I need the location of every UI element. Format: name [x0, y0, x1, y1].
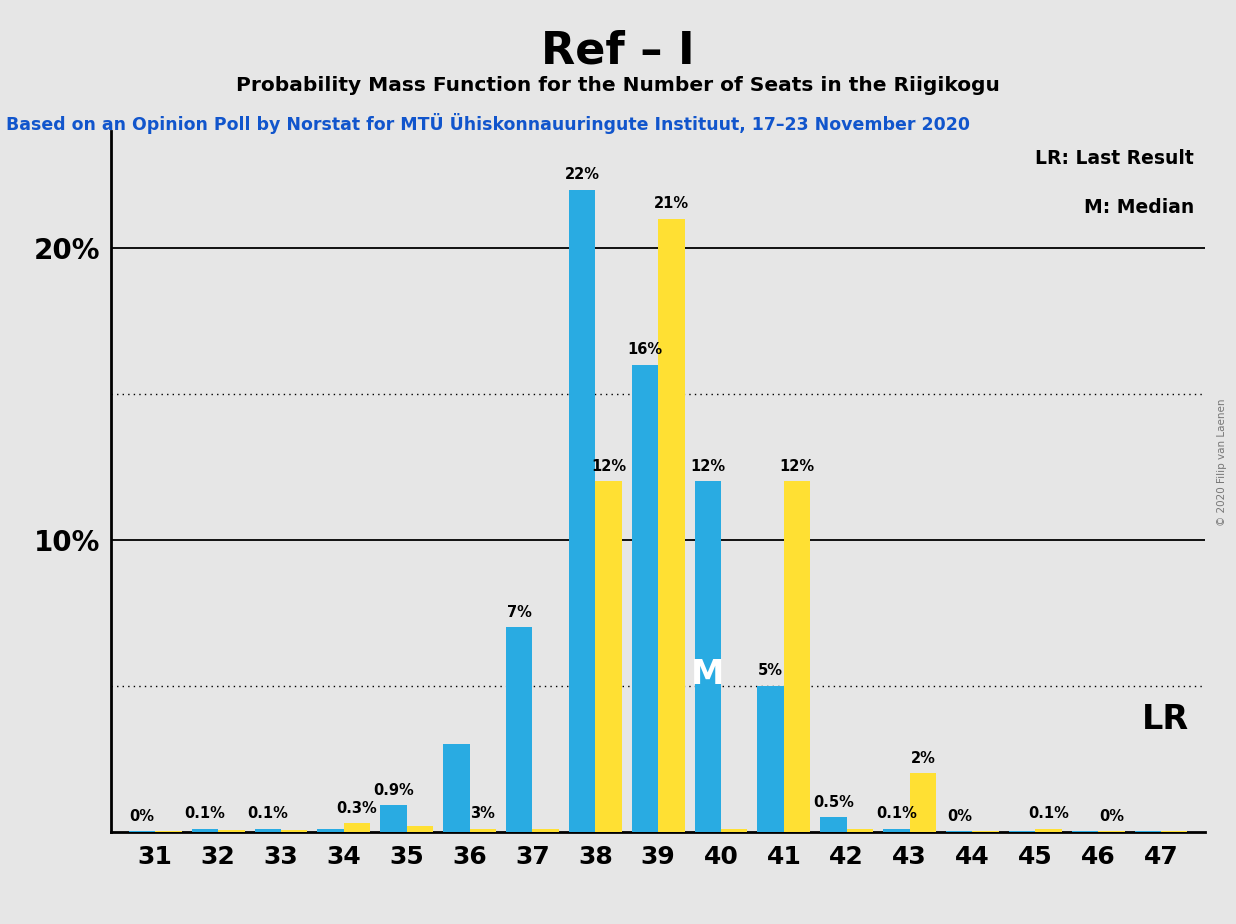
Bar: [596, 481, 622, 832]
Bar: [318, 829, 344, 832]
Bar: [632, 365, 658, 832]
Text: 0.5%: 0.5%: [813, 795, 854, 809]
Bar: [281, 830, 308, 832]
Text: Ref – I: Ref – I: [541, 30, 695, 73]
Bar: [444, 744, 470, 832]
Bar: [506, 627, 533, 832]
Bar: [192, 829, 218, 832]
Bar: [533, 829, 559, 832]
Text: 2%: 2%: [911, 751, 936, 766]
Bar: [821, 817, 847, 832]
Text: 0.1%: 0.1%: [184, 807, 225, 821]
Text: 12%: 12%: [591, 459, 627, 474]
Bar: [470, 829, 496, 832]
Bar: [721, 829, 748, 832]
Text: 16%: 16%: [628, 343, 662, 358]
Bar: [847, 829, 873, 832]
Bar: [758, 686, 784, 832]
Text: 21%: 21%: [654, 197, 688, 212]
Bar: [884, 829, 910, 832]
Bar: [784, 481, 811, 832]
Text: 22%: 22%: [565, 167, 599, 182]
Bar: [1036, 829, 1062, 832]
Text: M: M: [691, 658, 724, 690]
Bar: [255, 829, 281, 832]
Text: 12%: 12%: [690, 459, 726, 474]
Text: M: Median: M: Median: [1084, 198, 1194, 217]
Text: LR: Last Result: LR: Last Result: [1036, 149, 1194, 168]
Bar: [658, 219, 685, 832]
Bar: [569, 189, 596, 832]
Bar: [910, 773, 936, 832]
Text: 0.1%: 0.1%: [247, 807, 288, 821]
Text: 0.9%: 0.9%: [373, 783, 414, 798]
Bar: [218, 830, 245, 832]
Text: 5%: 5%: [758, 663, 784, 678]
Text: 0.3%: 0.3%: [336, 800, 377, 816]
Text: 12%: 12%: [780, 459, 815, 474]
Text: LR: LR: [1142, 703, 1189, 736]
Text: 7%: 7%: [507, 605, 531, 620]
Text: 0.1%: 0.1%: [876, 807, 917, 821]
Bar: [344, 823, 371, 832]
Text: © 2020 Filip van Laenen: © 2020 Filip van Laenen: [1217, 398, 1227, 526]
Bar: [381, 806, 407, 832]
Text: 0%: 0%: [130, 808, 154, 823]
Text: 0%: 0%: [1099, 808, 1124, 823]
Text: Probability Mass Function for the Number of Seats in the Riigikogu: Probability Mass Function for the Number…: [236, 76, 1000, 95]
Bar: [695, 481, 721, 832]
Text: 0%: 0%: [947, 808, 971, 823]
Text: Based on an Opinion Poll by Norstat for MTÜ Ühiskonnauuringute Instituut, 17–23 : Based on an Opinion Poll by Norstat for …: [6, 113, 970, 134]
Bar: [407, 826, 433, 832]
Text: 3%: 3%: [471, 807, 496, 821]
Text: 0.1%: 0.1%: [1028, 807, 1069, 821]
